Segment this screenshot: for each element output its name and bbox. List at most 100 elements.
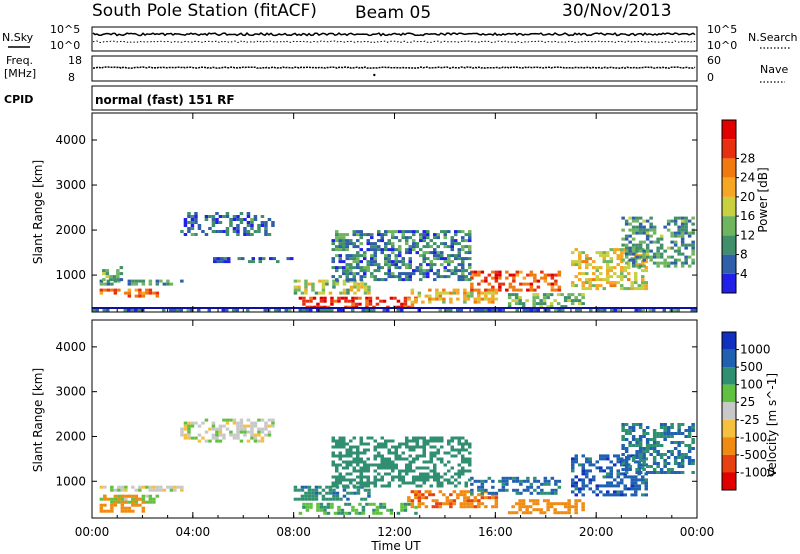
heatmap-cell [473,270,478,274]
heatmap-cell [356,491,361,495]
heatmap-cell [335,239,339,243]
heatmap-cell [180,230,184,233]
heatmap-cell [635,453,639,456]
heatmap-cell [522,282,527,286]
heatmap-cell [110,497,114,501]
heatmap-cell [461,275,465,279]
heatmap-cell [659,261,664,265]
heatmap-cell [642,453,646,456]
heatmap-cell [630,478,634,482]
heatmap-cell [529,485,534,489]
heatmap-cell [616,460,620,464]
heatmap-cell [110,282,114,286]
heatmap-cell [635,249,639,253]
heatmap-cell [670,234,674,238]
heatmap-cell [429,436,433,440]
heatmap-cell [366,475,370,479]
heatmap-cell [127,282,132,286]
heatmap-cell [222,230,226,233]
heatmap-cell [236,433,240,437]
heatmap-cell [652,255,657,259]
heatmap-cell [631,264,636,268]
heatmap-cell [595,266,599,270]
heatmap-cell [628,432,632,435]
heatmap-cell [578,478,582,482]
heatmap-cell [405,278,409,282]
heatmap-cell [332,497,336,501]
heatmap-cell [687,219,692,223]
heatmap-cell [372,508,376,512]
heatmap-cell [457,448,461,452]
heatmap-cell [613,490,617,494]
heatmap-cell [246,224,251,227]
heatmap-cell [361,508,366,512]
heatmap-cell [491,276,495,280]
heatmap-cell [400,505,404,509]
heatmap-cell [461,454,465,458]
heatmap-cell [250,427,254,431]
heatmap-cell [624,252,629,256]
heatmap-cell [656,255,660,259]
heatmap-cell [609,475,613,479]
heatmap-cell [387,451,391,455]
heatmap-cell [677,423,681,426]
heatmap-cell [300,488,305,492]
heatmap-cell [236,430,240,434]
heatmap-cell [412,469,416,473]
heatmap-cell [635,438,639,441]
heatmap-cell [380,460,384,464]
heatmap-cell [127,308,131,312]
heatmap-cell [394,254,398,258]
heatmap-cell [417,493,422,497]
heatmap-cell [325,282,329,286]
nave-tick-top: 60 [707,54,721,67]
heatmap-cell [356,485,361,489]
heatmap-cell [571,481,575,485]
heatmap-cell [405,230,409,234]
heatmap-cell [251,260,255,264]
heatmap-cell [353,282,357,286]
heatmap-cell [514,293,519,297]
heatmap-cell [620,248,624,252]
heatmap-cell [468,272,472,276]
heatmap-cell [347,511,352,515]
heatmap-cell [684,456,688,459]
heatmap-cell [468,451,472,455]
heatmap-cell [394,466,398,470]
heatmap-cell [330,299,334,303]
heatmap-cell [691,459,695,462]
heatmap-cell [352,275,356,279]
heatmap-cell [628,216,632,220]
heatmap-cell [659,255,664,259]
heatmap-cell [426,442,430,446]
heatmap-cell [526,308,530,312]
heatmap-cell [644,457,648,461]
heatmap-cell [638,426,643,429]
heatmap-cell [340,508,345,512]
heatmap-cell [670,453,674,456]
heatmap-cell [602,475,606,479]
heatmap-cell [387,257,391,261]
heatmap-cell [631,261,636,265]
heatmap-cell [162,308,166,312]
heatmap-cell [316,505,320,509]
heatmap-cell [620,275,624,279]
heatmap-cell [356,239,360,243]
heatmap-cell [512,476,516,480]
colorbar-segment [722,216,736,236]
heatmap-cell [652,225,657,229]
heatmap-cell [459,490,464,494]
heatmap-cell [215,230,219,233]
heatmap-cell [370,263,374,267]
heatmap-cell [585,475,589,479]
heatmap-cell [389,511,394,515]
heatmap-cell [338,248,342,252]
heatmap-cell [684,429,688,432]
heatmap-cell [380,236,384,240]
heatmap-cell [387,460,391,464]
heatmap-cell [352,257,356,261]
heatmap-cell [581,293,585,297]
heatmap-cell [464,257,468,261]
heatmap-cell [373,269,377,273]
heatmap-cell [239,212,244,215]
